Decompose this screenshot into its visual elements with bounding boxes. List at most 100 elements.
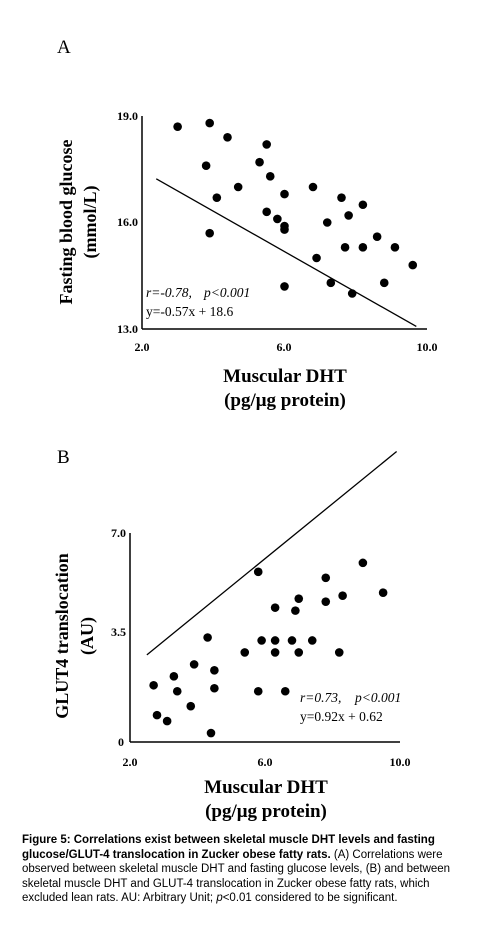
panel-a-ytick-1: 16.0 xyxy=(117,215,138,229)
caption-title: Figure 5: Correlations exist between ske… xyxy=(22,834,435,861)
panel-b-point-17 xyxy=(270,636,280,645)
panel-b-fit-group xyxy=(146,451,398,656)
figure-caption: Figure 5: Correlations exist between ske… xyxy=(22,833,464,906)
panel-a-point-23 xyxy=(344,211,353,220)
panel-b-point-13 xyxy=(253,686,263,696)
panel-b-points xyxy=(149,558,388,738)
panel-b-ytick-0: 0 xyxy=(118,735,124,749)
panel-b-point-2 xyxy=(152,710,162,720)
panel-b-point-26 xyxy=(321,597,331,606)
panel-a-point-5 xyxy=(223,133,232,142)
panel-a-annotation-eq: y=-0.57x + 18.6 xyxy=(146,304,233,319)
panel-b-point-4 xyxy=(169,672,179,681)
panel-b-point-29 xyxy=(358,558,368,568)
panel-b-point-9 xyxy=(206,728,216,738)
panel-b-point-8 xyxy=(203,633,212,642)
panel-b: B GLUT4 translocation (AU) 0 3.5 7.0 2.0… xyxy=(52,447,411,822)
panel-b-point-30 xyxy=(378,588,388,598)
caption-text-1: (A) Correlations were observed between s… xyxy=(22,848,451,905)
panel-a-point-6 xyxy=(205,228,214,238)
panel-a-point-21 xyxy=(337,193,346,202)
panel-a-point-8 xyxy=(255,157,264,167)
panel-a-point-11 xyxy=(262,207,271,217)
panel-b-annotation-eq: y=0.92x + 0.62 xyxy=(300,709,383,724)
panel-b-point-23 xyxy=(294,594,304,603)
panel-b-point-25 xyxy=(321,573,331,583)
caption-text-2: <0.01 considered to be significant. xyxy=(222,892,398,904)
panel-a-point-19 xyxy=(322,218,332,227)
panel-a-xtick-2: 10.0 xyxy=(417,340,438,354)
panel-b-point-10 xyxy=(210,683,219,693)
panel-b-xtick-2: 10.0 xyxy=(390,755,411,769)
panel-a-point-28 xyxy=(379,278,389,288)
panel-a-point-22 xyxy=(340,243,350,252)
panel-a-xlabel-unit: (pg/μg protein) xyxy=(224,390,346,411)
panel-b-xtick-1: 6.0 xyxy=(258,755,273,769)
panel-a-point-4 xyxy=(212,193,222,202)
panel-a-point-1 xyxy=(173,122,182,131)
panel-a-points xyxy=(173,118,418,298)
panel-b-point-21 xyxy=(291,606,300,615)
panel-a-point-16 xyxy=(280,282,289,291)
panel-a-point-7 xyxy=(233,182,243,192)
panel-a-fit-group xyxy=(155,178,417,328)
panel-a-ylabel-unit: (mmol/L) xyxy=(80,186,101,259)
panel-a-annotation-p: p<0.001 xyxy=(203,285,250,300)
panel-b-xtick-0: 2.0 xyxy=(123,755,138,769)
panel-b-point-20 xyxy=(287,636,297,645)
panel-b-annotation-p: p<0.001 xyxy=(354,690,401,705)
panel-b-point-24 xyxy=(307,636,317,645)
panel-a-point-17 xyxy=(308,182,318,192)
panel-a-point-29 xyxy=(390,243,400,252)
panel-a-point-9 xyxy=(262,140,271,149)
panel-a-regression-line xyxy=(155,178,417,328)
panel-b-point-28 xyxy=(338,591,347,600)
panel-b-point-18 xyxy=(270,603,280,612)
panel-a-point-2 xyxy=(201,161,211,170)
panel-a-xtick-0: 2.0 xyxy=(135,340,150,354)
panel-b-ytick-1: 3.5 xyxy=(111,625,126,639)
panel-a-label: A xyxy=(57,37,71,58)
panel-b-xlabel: Muscular DHT xyxy=(204,777,328,798)
panel-a-ytick-0: 13.0 xyxy=(117,322,138,336)
panel-b-point-16 xyxy=(270,648,280,657)
panel-a-point-20 xyxy=(326,278,336,288)
panel-b-xlabel-unit: (pg/μg protein) xyxy=(205,801,327,822)
panel-a-point-10 xyxy=(265,172,275,181)
panel-b-ylabel-unit: (AU) xyxy=(77,617,98,655)
panel-a: A Fasting blood glucose (mmol/L) 13.0 16… xyxy=(56,37,438,411)
panel-b-annotation-r: r=0.73, xyxy=(300,690,341,705)
panel-b-point-19 xyxy=(280,686,290,696)
panel-a-ytick-2: 19.0 xyxy=(117,109,138,123)
panel-b-point-3 xyxy=(162,716,172,726)
panel-b-point-22 xyxy=(294,648,304,657)
panel-a-point-12 xyxy=(273,214,282,224)
panel-b-point-15 xyxy=(257,636,266,645)
panel-b-point-1 xyxy=(149,680,158,690)
panel-a-xtick-1: 6.0 xyxy=(277,340,292,354)
panel-b-label: B xyxy=(57,447,70,468)
panel-a-point-26 xyxy=(358,243,368,252)
panel-b-point-12 xyxy=(240,648,250,657)
panel-a-xlabel: Muscular DHT xyxy=(223,366,347,387)
panel-b-point-6 xyxy=(186,701,196,711)
panel-b-ytick-2: 7.0 xyxy=(111,526,126,540)
panel-a-point-25 xyxy=(358,200,368,210)
panel-a-point-24 xyxy=(347,289,357,298)
panel-b-point-14 xyxy=(253,567,263,577)
panel-a-point-3 xyxy=(205,118,214,128)
panel-b-point-11 xyxy=(210,666,219,675)
panel-b-regression-line xyxy=(146,451,398,656)
panel-a-point-13 xyxy=(280,189,289,199)
panel-a-ylabel: Fasting blood glucose xyxy=(56,139,76,304)
caption-p: p xyxy=(216,892,223,904)
panel-a-point-30 xyxy=(408,260,418,270)
panel-b-point-7 xyxy=(189,660,199,669)
panel-a-point-15 xyxy=(280,225,289,234)
panel-b-point-5 xyxy=(172,686,182,696)
panel-b-ylabel: GLUT4 translocation xyxy=(52,553,72,719)
panel-a-point-27 xyxy=(372,232,382,241)
panel-a-point-18 xyxy=(312,253,321,263)
panel-a-annotation-r: r=-0.78, xyxy=(146,285,192,300)
